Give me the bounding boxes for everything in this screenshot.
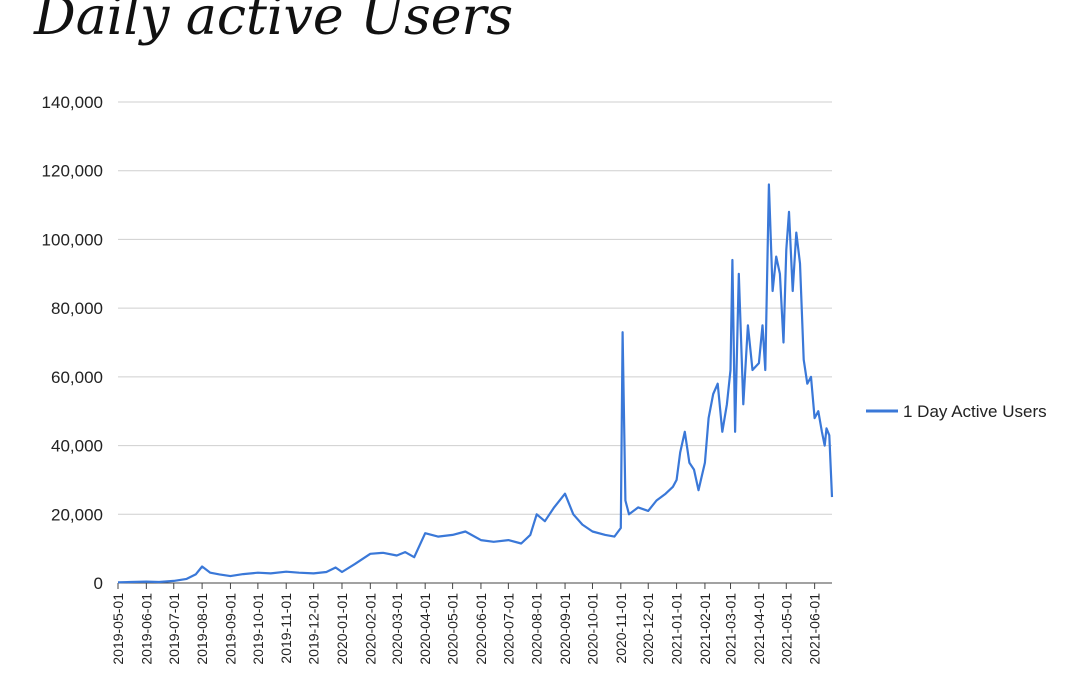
y-tick-labels: 0 20,000 40,000 60,000 80,000 100,000 120,000 1…: [42, 93, 103, 593]
x-tick-label: 2020-06-01: [473, 593, 489, 665]
chart-title: Daily active Users: [33, 0, 513, 47]
x-tick-label: 2020-04-01: [417, 593, 433, 665]
x-tick-label: 2019-10-01: [250, 593, 266, 665]
legend: 1 Day Active Users: [866, 402, 1047, 421]
x-tick-label: 2021-03-01: [723, 593, 739, 665]
y-tick-label: 20,000: [51, 505, 103, 524]
x-tick-labels: 2019-05-01 2019-06-01 2019-07-01 2019-08-01…: [110, 583, 823, 665]
x-tick-label: 2020-09-01: [557, 593, 573, 665]
x-tick-label: 2019-06-01: [138, 593, 154, 665]
y-tick-label: 80,000: [51, 299, 103, 318]
y-tick-label: 40,000: [51, 437, 103, 456]
y-tick-label: 0: [94, 574, 103, 593]
x-tick-label: 2019-11-01: [278, 593, 294, 664]
x-tick-label: 2020-12-01: [640, 593, 656, 665]
x-tick-label: 2019-08-01: [194, 593, 210, 665]
x-tick-label: 2020-02-01: [362, 593, 378, 665]
x-tick-label: 2020-03-01: [389, 593, 405, 665]
x-tick-label: 2021-05-01: [778, 593, 794, 665]
y-tick-label: 60,000: [51, 368, 103, 387]
x-tick-label: 2019-09-01: [222, 593, 238, 665]
x-tick-label: 2020-10-01: [584, 593, 600, 665]
x-tick-label: 2020-11-01: [613, 593, 629, 664]
x-tick-label: 2019-05-01: [110, 593, 126, 665]
x-tick-label: 2020-01-01: [334, 593, 350, 665]
x-tick-label: 2020-07-01: [500, 593, 516, 665]
x-tick-label: 2020-08-01: [529, 593, 545, 665]
series-layer: [117, 183, 834, 584]
legend-label: 1 Day Active Users: [903, 402, 1047, 421]
x-tick-label: 2019-07-01: [166, 593, 182, 665]
y-tick-label: 140,000: [42, 93, 103, 112]
y-tick-label: 120,000: [42, 162, 103, 181]
grid-lines: [118, 101, 832, 584]
x-tick-label: 2021-06-01: [807, 593, 823, 665]
x-tick-label: 2021-02-01: [697, 593, 713, 665]
series-line: [117, 183, 834, 584]
x-tick-label: 2021-04-01: [751, 593, 767, 665]
x-tick-label: 2021-01-01: [669, 593, 685, 665]
y-tick-label: 100,000: [42, 230, 103, 249]
x-tick-label: 2020-05-01: [445, 593, 461, 665]
x-tick-label: 2019-12-01: [306, 593, 322, 665]
